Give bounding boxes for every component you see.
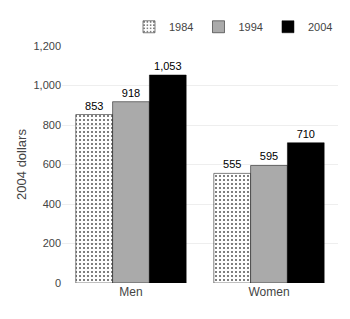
svg-text:600: 600 [43, 158, 61, 170]
svg-text:1984: 1984 [169, 21, 193, 33]
svg-text:200: 200 [43, 237, 61, 249]
svg-text:400: 400 [43, 198, 61, 210]
svg-text:800: 800 [43, 119, 61, 131]
svg-text:2004: 2004 [308, 21, 332, 33]
svg-text:2004 dollars: 2004 dollars [14, 129, 29, 200]
svg-text:0: 0 [55, 277, 61, 289]
svg-text:918: 918 [122, 87, 140, 99]
svg-text:Women: Women [248, 285, 289, 299]
svg-text:853: 853 [85, 100, 103, 112]
svg-text:1,053: 1,053 [154, 60, 182, 72]
svg-text:1994: 1994 [238, 21, 262, 33]
svg-text:Men: Men [119, 285, 142, 299]
svg-text:710: 710 [297, 128, 315, 140]
svg-text:555: 555 [223, 158, 241, 170]
svg-text:1,000: 1,000 [33, 79, 61, 91]
svg-text:1,200: 1,200 [33, 40, 61, 52]
svg-text:595: 595 [260, 150, 278, 162]
